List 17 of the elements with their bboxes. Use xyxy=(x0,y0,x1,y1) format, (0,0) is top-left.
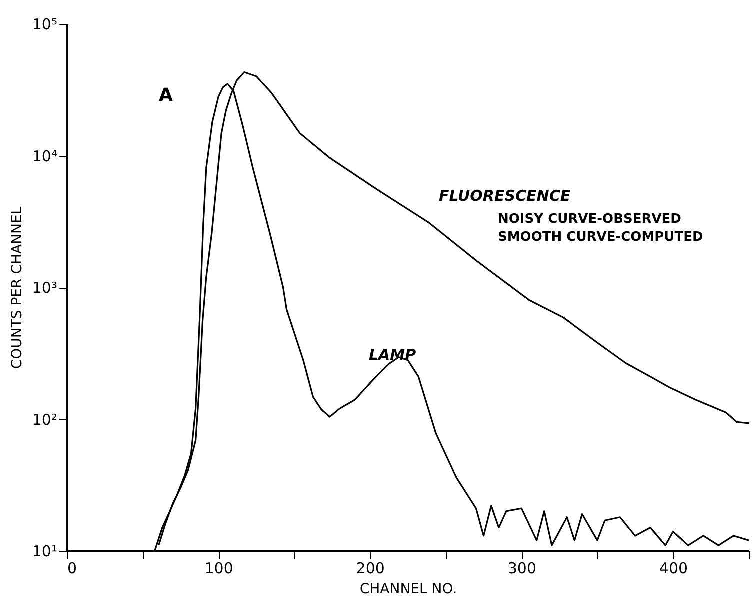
x-axis-title: CHANNEL NO. xyxy=(360,582,458,598)
y-tick-label: 10⁴ xyxy=(32,147,58,166)
annotation: LAMP xyxy=(369,346,416,364)
y-tick-label: 10¹ xyxy=(32,542,58,560)
annotation: SMOOTH CURVE-COMPUTED xyxy=(498,230,704,245)
y-tick-label: 10² xyxy=(32,410,58,429)
x-tick-label: 200 xyxy=(356,560,385,578)
x-tick-label: 300 xyxy=(508,560,536,578)
y-tick-label: 10³ xyxy=(32,279,58,297)
annotation: FLUORESCENCE xyxy=(439,187,572,205)
x-tick-label: 100 xyxy=(204,560,234,578)
y-tick-label: 10⁵ xyxy=(32,16,58,34)
annotation: A xyxy=(159,85,173,106)
x-tick-label: 0 xyxy=(68,560,78,578)
annotation: NOISY CURVE-OBSERVED xyxy=(498,212,682,227)
x-tick-label: 400 xyxy=(659,560,688,578)
y-axis-title: COUNTS PER CHANNEL xyxy=(9,206,26,370)
